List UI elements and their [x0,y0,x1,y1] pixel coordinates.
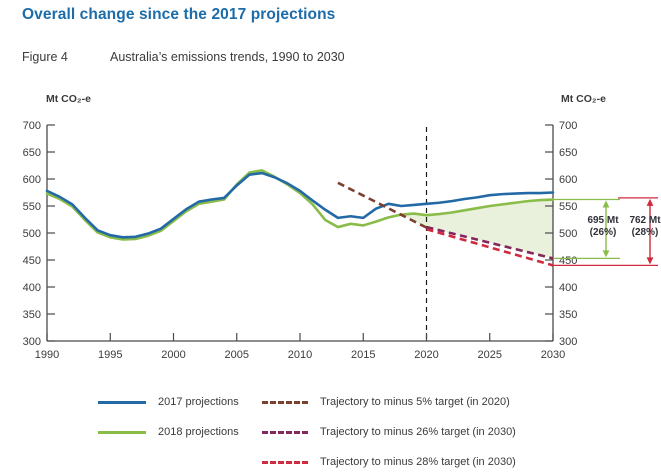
y-tick-label-left: 550 [23,201,41,213]
trajectory-brown [337,181,428,229]
y-axis-unit-left: Mt CO₂-e [46,93,91,105]
y-tick-label-left: 600 [23,174,41,186]
legend-label-minus26-trajectory: Trajectory to minus 26% target (in 2030) [320,426,516,438]
y-tick-label-left: 400 [23,282,41,294]
y-tick-label-left: 350 [23,309,41,321]
page-title: Overall change since the 2017 projection… [22,6,336,23]
series-green [45,169,555,241]
gap-arrowhead-down-red [646,257,654,265]
legend-label-minus28-trajectory: Trajectory to minus 28% target (in 2030) [320,456,516,468]
gap-26-value: 695 Mt [587,215,619,226]
y-tick-label-right: 550 [559,201,577,213]
x-tick-label: 2010 [288,349,312,361]
y-tick-label-right: 300 [559,336,577,348]
y-tick-label-left: 500 [23,228,41,240]
gap-28-percent: (28%) [631,227,659,238]
legend-swatch-minus28-trajectory [262,460,308,464]
gap-26-percent: (26%) [589,227,617,238]
y-axis-unit-right: Mt CO₂-e [561,93,606,105]
gap-annotation-28: 762 Mt (28%) [619,215,661,239]
legend-item-2018-projections: 2018 projections [98,424,239,440]
gap-arrowhead-down-green [602,250,610,258]
figure-caption: Australia’s emissions trends, 1990 to 20… [110,50,345,64]
x-tick-label: 2030 [541,349,565,361]
y-tick-label-right: 350 [559,309,577,321]
gap-arrowhead-up-green [602,200,610,208]
x-tick-label: 2015 [351,349,375,361]
legend-swatch-2018-projections [98,430,146,434]
figure-label: Figure 4 [22,50,68,64]
y-tick-label-right: 700 [559,120,577,132]
y-tick-label-left: 450 [23,255,41,267]
gap-28-value: 762 Mt [629,215,661,226]
legend-item-minus26-trajectory: Trajectory to minus 26% target (in 2030) [262,424,516,440]
x-tick-label: 2020 [414,349,438,361]
gap-arrowhead-up-red [646,198,654,206]
legend-label-minus5-trajectory: Trajectory to minus 5% target (in 2020) [320,396,510,408]
y-tick-label-left: 650 [23,147,41,159]
y-tick-label-left: 700 [23,120,41,132]
legend-swatch-minus5-trajectory [262,400,308,404]
legend-item-2017-projections: 2017 projections [98,394,239,410]
legend-label-2017-projections: 2017 projections [158,396,239,408]
figure-caption-row: Figure 4 Australia’s emissions trends, 19… [22,50,345,64]
gap-annotation-26: 695 Mt (26%) [577,215,629,239]
legend-label-2018-projections: 2018 projections [158,426,239,438]
y-tick-label-right: 500 [559,228,577,240]
legend-item-minus28-trajectory: Trajectory to minus 28% target (in 2030) [262,454,516,470]
legend-swatch-minus26-trajectory [262,430,308,434]
y-tick-label-right: 600 [559,174,577,186]
y-tick-label-right: 400 [559,282,577,294]
y-tick-label-right: 650 [559,147,577,159]
x-tick-label: 2005 [225,349,249,361]
legend-swatch-2017-projections [98,400,146,404]
x-tick-label: 1990 [35,349,59,361]
trajectory-red [426,227,554,267]
trajectory-purple [426,225,554,260]
legend-item-minus5-trajectory: Trajectory to minus 5% target (in 2020) [262,394,510,410]
y-tick-label-left: 300 [23,336,41,348]
x-tick-label: 1995 [98,349,122,361]
x-tick-label: 2025 [478,349,502,361]
series-blue [45,171,555,239]
x-tick-label: 2000 [161,349,185,361]
